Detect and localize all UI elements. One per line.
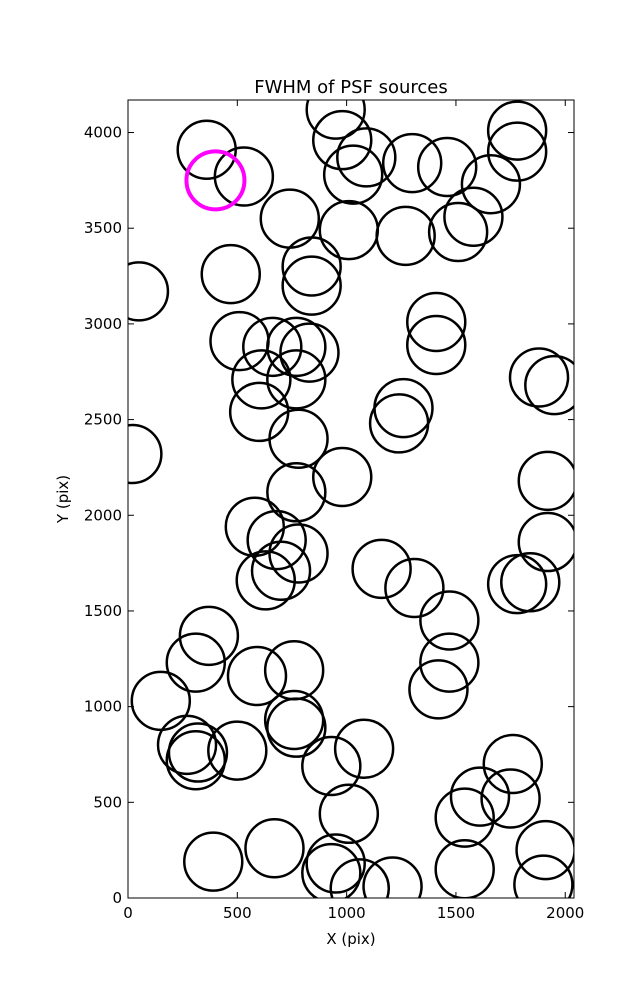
source-circle <box>406 291 467 353</box>
source-circle <box>460 153 522 215</box>
source-circle <box>183 831 244 892</box>
source-circle <box>318 783 380 845</box>
source-circle <box>449 766 511 827</box>
source-circle <box>242 316 303 378</box>
source-circle <box>246 509 307 571</box>
source-circle <box>301 735 362 797</box>
source-circle <box>312 109 373 171</box>
source-circle <box>384 557 445 619</box>
y-tick-label: 500 <box>93 793 122 811</box>
source-circle <box>305 833 366 894</box>
plot-frame <box>127 99 575 899</box>
source-circle <box>362 856 423 898</box>
y-tick-label: 2500 <box>84 411 122 429</box>
source-circle <box>408 659 469 720</box>
source-circle <box>268 523 329 584</box>
source-circle <box>524 354 574 416</box>
x-tick-label: 2000 <box>546 904 584 922</box>
source-circle <box>228 381 290 443</box>
source-circle <box>482 733 544 795</box>
plot-area <box>128 100 574 898</box>
source-circle <box>515 819 574 881</box>
x-axis-label: X (pix) <box>326 930 375 948</box>
source-circle <box>128 261 170 322</box>
source-circle <box>305 100 366 140</box>
source-circle <box>500 551 561 613</box>
source-circle <box>128 423 163 485</box>
source-circle <box>434 787 495 848</box>
source-circle <box>312 446 373 508</box>
y-tick-label: 1000 <box>84 698 122 716</box>
source-circle <box>480 768 541 829</box>
source-circle <box>266 349 327 410</box>
source-circle <box>434 839 495 898</box>
source-circle <box>266 697 327 758</box>
source-circle <box>351 538 412 600</box>
source-circle <box>375 205 436 267</box>
source-circle <box>213 146 275 207</box>
source-circle <box>281 255 342 316</box>
source-circle <box>279 322 340 383</box>
source-circle <box>130 670 192 732</box>
source-circle <box>329 858 390 898</box>
source-circle <box>231 349 292 410</box>
source-circle <box>156 714 218 776</box>
source-circle <box>259 188 321 249</box>
source-circle <box>281 236 342 297</box>
source-circle <box>318 199 380 261</box>
source-circle <box>486 553 548 615</box>
source-circle <box>381 132 443 194</box>
source-circle <box>250 540 312 602</box>
source-circle <box>235 550 296 611</box>
source-circle <box>200 243 262 305</box>
x-tick-label: 0 <box>123 904 133 922</box>
source-circle <box>406 314 467 376</box>
source-circle <box>443 186 504 247</box>
y-tick-label: 3000 <box>84 315 122 333</box>
source-circle <box>165 729 227 791</box>
source-circle <box>184 149 247 212</box>
source-circle <box>513 854 574 898</box>
chart-title: FWHM of PSF sources <box>254 77 448 98</box>
source-circle <box>322 144 384 205</box>
x-tick-label: 500 <box>223 904 252 922</box>
source-circle <box>336 127 397 188</box>
y-tick-label: 0 <box>112 889 122 907</box>
source-circle <box>266 462 327 523</box>
source-circle <box>301 842 362 898</box>
source-circle <box>517 511 574 573</box>
source-circle <box>368 393 430 454</box>
source-circle <box>165 632 227 693</box>
source-circle <box>508 347 570 408</box>
source-circle <box>517 450 574 512</box>
source-circle <box>268 408 329 469</box>
source-circle <box>486 121 548 182</box>
y-axis-label: Y (pix) <box>54 475 72 524</box>
x-tick-label: 1500 <box>437 904 475 922</box>
source-circle <box>266 316 327 378</box>
y-tick-label: 3500 <box>84 219 122 237</box>
source-circle <box>419 632 480 693</box>
source-circle <box>244 817 305 879</box>
x-tick-label: 1000 <box>328 904 366 922</box>
source-circle <box>224 496 286 557</box>
source-circle <box>427 201 489 263</box>
source-circle <box>419 590 480 651</box>
source-circle <box>226 645 288 707</box>
y-tick-label: 4000 <box>84 124 122 142</box>
source-circle <box>486 100 548 161</box>
source-circle <box>333 718 395 779</box>
y-tick-label: 2000 <box>84 506 122 524</box>
source-circle <box>178 605 240 667</box>
y-tick-label: 1500 <box>84 602 122 620</box>
source-circle <box>416 136 478 198</box>
source-circle <box>207 720 268 781</box>
